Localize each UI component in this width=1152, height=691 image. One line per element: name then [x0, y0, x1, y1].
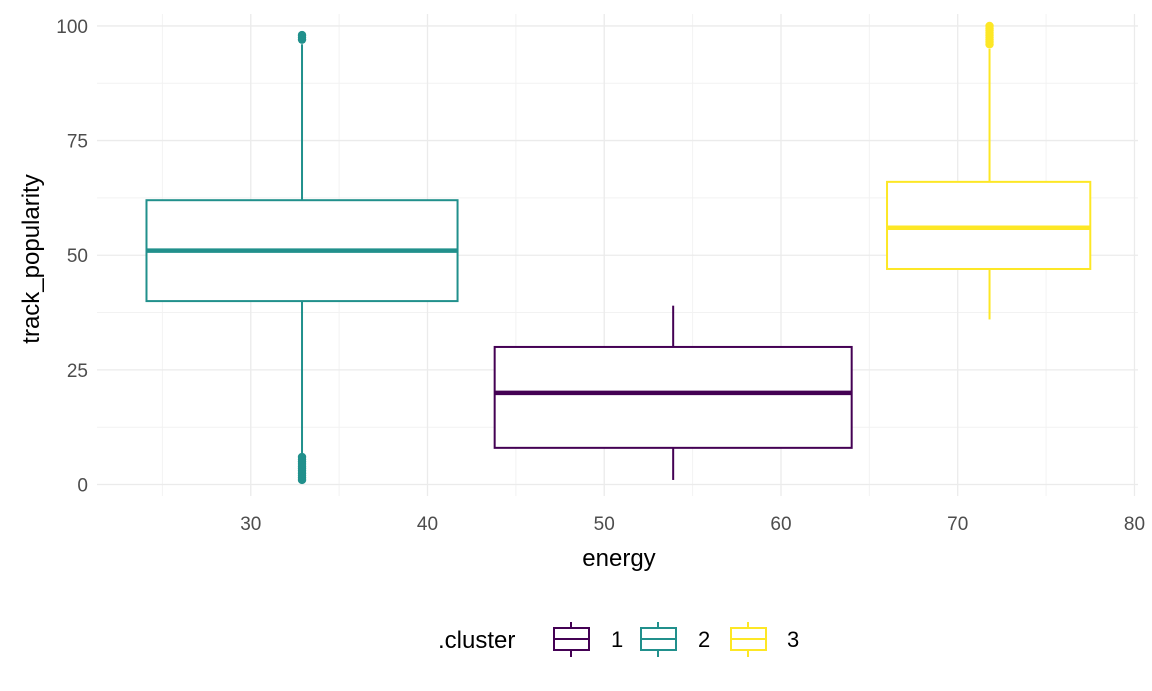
x-tick-label: 40 [417, 514, 438, 535]
legend-title: .cluster [438, 627, 515, 654]
x-tick-labels: 30 40 50 60 70 80 [240, 514, 1145, 535]
boxes [145, 21, 1092, 485]
x-tick-label: 70 [947, 514, 968, 535]
box-cluster-3 [886, 21, 1092, 320]
x-tick-label: 30 [240, 514, 261, 535]
legend-label: 1 [611, 627, 623, 652]
x-axis-title: energy [582, 545, 655, 572]
x-tick-label: 60 [770, 514, 791, 535]
y-tick-label: 25 [67, 361, 88, 382]
y-tick-label: 75 [67, 132, 88, 153]
legend-label: 3 [787, 627, 799, 652]
y-tick-label: 100 [56, 17, 88, 38]
box [493, 345, 853, 449]
box-cluster-1 [493, 305, 853, 480]
legend-key-3: 3 [730, 622, 799, 657]
x-tick-label: 50 [594, 514, 615, 535]
legend-key-1: 1 [553, 622, 623, 657]
legend-label: 2 [698, 627, 710, 652]
y-tick-label: 50 [67, 246, 88, 267]
legend: .cluster 1 2 3 [438, 622, 799, 657]
outlier-point [985, 21, 994, 31]
x-tick-label: 80 [1124, 514, 1145, 535]
legend-key-2: 2 [640, 622, 710, 657]
y-axis-title: track_popularity [18, 174, 45, 343]
box [886, 180, 1092, 270]
box-cluster-2 [145, 30, 459, 485]
y-tick-labels: 0 25 50 75 100 [56, 17, 88, 497]
y-tick-label: 0 [77, 476, 88, 497]
outlier-point [297, 30, 307, 40]
outlier-point [297, 452, 307, 462]
